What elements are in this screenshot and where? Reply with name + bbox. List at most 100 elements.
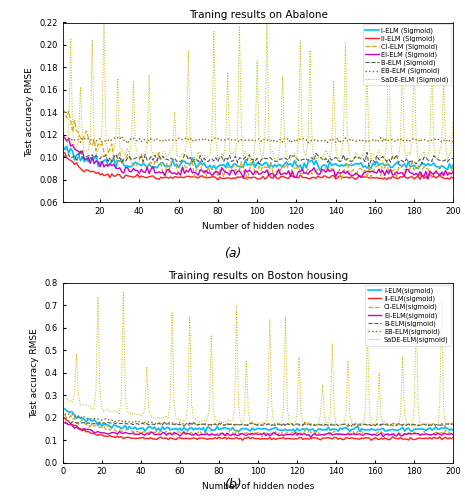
- SaDE-ELM(sigmoid): [120, 288, 126, 294]
- II-ELM (Sigmoid): [78, 166, 83, 172]
- CI-ELM(sigmoid): [62, 412, 67, 418]
- EI-ELM(sigmoid): [86, 426, 91, 432]
- CI-ELM(sigmoid): [433, 430, 438, 436]
- SaDE-ELM (Sigmoid): [248, 162, 254, 168]
- CI-ELM (Sigmoid): [78, 136, 83, 141]
- II-ELM (Sigmoid): [166, 175, 172, 181]
- CI-ELM (Sigmoid): [435, 164, 440, 170]
- I-ELM(sigmoid): [78, 415, 83, 421]
- EB-ELM (Sigmoid): [451, 139, 456, 145]
- II-ELM (Sigmoid): [435, 174, 440, 180]
- EB-ELM (Sigmoid): [435, 136, 440, 142]
- EB-ELM(sigmoid): [86, 416, 91, 422]
- Line: I-ELM(sigmoid): I-ELM(sigmoid): [65, 409, 453, 432]
- B-ELM (Sigmoid): [76, 153, 81, 159]
- B-ELM(sigmoid): [433, 422, 438, 428]
- SaDE-ELM (Sigmoid): [101, 18, 107, 24]
- Title: Training results on Boston housing: Training results on Boston housing: [168, 270, 348, 280]
- II-ELM(sigmoid): [78, 426, 83, 432]
- CI-ELM (Sigmoid): [60, 110, 66, 116]
- B-ELM(sigmoid): [62, 418, 67, 424]
- EB-ELM (Sigmoid): [137, 136, 142, 141]
- EI-ELM(sigmoid): [62, 420, 67, 426]
- EI-ELM(sigmoid): [419, 431, 425, 437]
- I-ELM (Sigmoid): [451, 162, 456, 168]
- II-ELM (Sigmoid): [421, 176, 427, 182]
- II-ELM(sigmoid): [433, 435, 438, 441]
- SaDE-ELM(sigmoid): [435, 422, 440, 428]
- SaDE-ELM (Sigmoid): [166, 152, 172, 158]
- CI-ELM (Sigmoid): [166, 170, 172, 175]
- Text: (b): (b): [224, 478, 241, 491]
- CI-ELM(sigmoid): [166, 432, 171, 438]
- EI-ELM(sigmoid): [166, 430, 171, 436]
- Line: EB-ELM(sigmoid): EB-ELM(sigmoid): [65, 414, 453, 426]
- X-axis label: Number of hidden nodes: Number of hidden nodes: [202, 222, 314, 230]
- CI-ELM(sigmoid): [419, 432, 425, 438]
- CI-ELM (Sigmoid): [134, 161, 140, 167]
- EI-ELM(sigmoid): [451, 432, 456, 438]
- B-ELM(sigmoid): [86, 420, 91, 426]
- EB-ELM(sigmoid): [166, 420, 171, 426]
- SaDE-ELM (Sigmoid): [76, 140, 81, 145]
- Line: II-ELM(sigmoid): II-ELM(sigmoid): [65, 418, 453, 440]
- Line: II-ELM (Sigmoid): II-ELM (Sigmoid): [63, 153, 453, 180]
- SaDE-ELM(sigmoid): [326, 423, 331, 429]
- SaDE-ELM (Sigmoid): [435, 158, 440, 164]
- SaDE-ELM(sigmoid): [136, 411, 142, 417]
- SaDE-ELM (Sigmoid): [134, 151, 140, 157]
- II-ELM(sigmoid): [134, 436, 140, 442]
- X-axis label: Number of hidden nodes: Number of hidden nodes: [202, 482, 314, 491]
- Line: B-ELM(sigmoid): B-ELM(sigmoid): [65, 422, 453, 426]
- I-ELM (Sigmoid): [435, 164, 440, 170]
- I-ELM (Sigmoid): [64, 144, 69, 150]
- II-ELM (Sigmoid): [134, 171, 140, 177]
- B-ELM (Sigmoid): [78, 147, 83, 153]
- II-ELM (Sigmoid): [215, 177, 220, 183]
- I-ELM (Sigmoid): [166, 163, 172, 169]
- Legend: I-ELM(sigmoid), II-ELM(sigmoid), CI-ELM(sigmoid), EI-ELM(sigmoid), B-ELM(sigmoid: I-ELM(sigmoid), II-ELM(sigmoid), CI-ELM(…: [365, 285, 452, 346]
- EB-ELM(sigmoid): [62, 411, 67, 417]
- EI-ELM (Sigmoid): [417, 169, 423, 175]
- SaDE-ELM (Sigmoid): [84, 148, 89, 154]
- EI-ELM (Sigmoid): [425, 176, 431, 182]
- Line: I-ELM (Sigmoid): I-ELM (Sigmoid): [63, 146, 453, 171]
- Line: CI-ELM(sigmoid): CI-ELM(sigmoid): [65, 414, 453, 436]
- SaDE-ELM(sigmoid): [62, 395, 67, 401]
- II-ELM (Sigmoid): [60, 150, 66, 156]
- Y-axis label: Test accuracy RMSE: Test accuracy RMSE: [30, 328, 39, 418]
- EI-ELM(sigmoid): [78, 427, 83, 433]
- I-ELM(sigmoid): [86, 416, 91, 422]
- B-ELM (Sigmoid): [86, 152, 91, 158]
- CI-ELM(sigmoid): [78, 419, 83, 425]
- Title: Traning results on Abalone: Traning results on Abalone: [189, 10, 327, 20]
- B-ELM (Sigmoid): [60, 154, 66, 160]
- EI-ELM(sigmoid): [134, 432, 140, 438]
- I-ELM (Sigmoid): [134, 161, 140, 167]
- CI-ELM (Sigmoid): [245, 176, 250, 182]
- EB-ELM(sigmoid): [419, 422, 425, 428]
- I-ELM (Sigmoid): [86, 158, 91, 164]
- Line: SaDE-ELM (Sigmoid): SaDE-ELM (Sigmoid): [63, 20, 453, 166]
- I-ELM(sigmoid): [203, 430, 208, 436]
- II-ELM(sigmoid): [166, 436, 171, 442]
- Text: (a): (a): [224, 248, 241, 260]
- CI-ELM(sigmoid): [134, 428, 140, 434]
- II-ELM (Sigmoid): [451, 176, 456, 182]
- Line: EI-ELM (Sigmoid): EI-ELM (Sigmoid): [63, 136, 453, 178]
- I-ELM(sigmoid): [433, 424, 438, 430]
- CI-ELM(sigmoid): [259, 434, 265, 440]
- EI-ELM(sigmoid): [308, 434, 313, 440]
- EB-ELM (Sigmoid): [168, 137, 173, 143]
- EB-ELM (Sigmoid): [60, 136, 66, 142]
- B-ELM (Sigmoid): [435, 156, 440, 162]
- SaDE-ELM (Sigmoid): [421, 148, 427, 154]
- EB-ELM(sigmoid): [134, 420, 140, 426]
- I-ELM(sigmoid): [166, 424, 171, 430]
- SaDE-ELM(sigmoid): [167, 399, 173, 405]
- EI-ELM (Sigmoid): [433, 168, 438, 174]
- CI-ELM(sigmoid): [451, 430, 456, 436]
- B-ELM (Sigmoid): [134, 154, 140, 160]
- Line: B-ELM (Sigmoid): B-ELM (Sigmoid): [63, 150, 453, 166]
- I-ELM (Sigmoid): [317, 168, 323, 173]
